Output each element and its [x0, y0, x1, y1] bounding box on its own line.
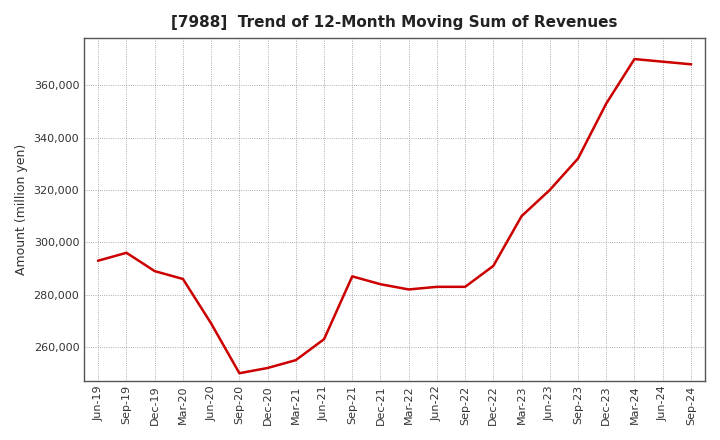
Title: [7988]  Trend of 12-Month Moving Sum of Revenues: [7988] Trend of 12-Month Moving Sum of R…	[171, 15, 618, 30]
Y-axis label: Amount (million yen): Amount (million yen)	[15, 144, 28, 275]
